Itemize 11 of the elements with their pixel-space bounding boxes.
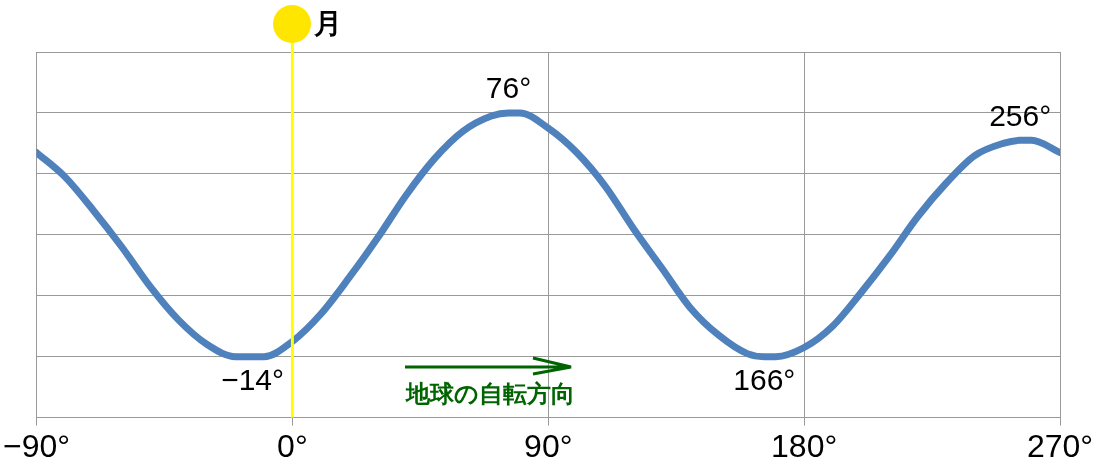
x-tick-label: −90° — [3, 427, 71, 464]
x-tick-label: 180° — [771, 427, 838, 464]
ref-line-label: 月 — [313, 7, 343, 39]
annotation: 256° — [989, 98, 1052, 132]
annotation: 166° — [733, 362, 796, 396]
annotation: 地球の自転方向 — [404, 380, 575, 408]
annotation: 76° — [485, 71, 532, 105]
x-tick-label: 90° — [524, 427, 573, 464]
x-tick-label: 270° — [1026, 427, 1094, 464]
x-tick-label: 0° — [277, 427, 308, 464]
annotation: −14° — [221, 362, 285, 396]
